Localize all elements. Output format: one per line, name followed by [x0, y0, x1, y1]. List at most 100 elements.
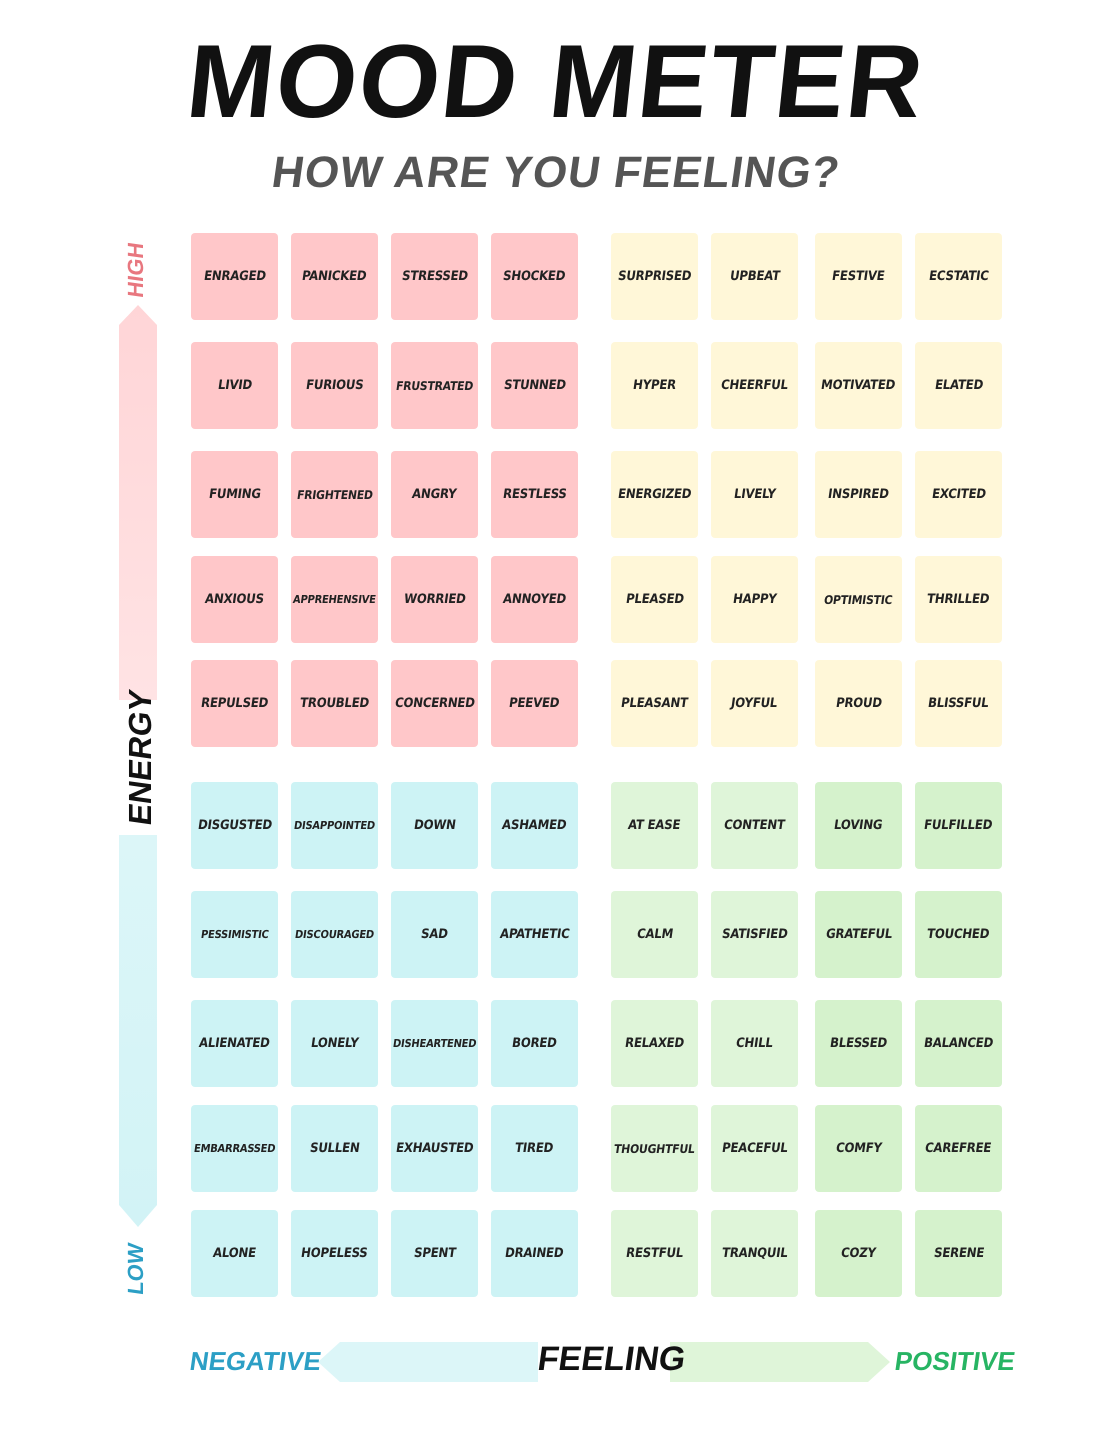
mood-word: THOUGHTFUL: [613, 1141, 696, 1156]
mood-word: ELATED: [933, 378, 984, 393]
page-subtitle: HOW ARE YOU FEELING?: [268, 148, 844, 197]
mood-cell: ALONE: [191, 1210, 278, 1297]
mood-cell: PROUD: [815, 660, 902, 747]
mood-word: FRIGHTENED: [295, 487, 374, 502]
mood-cell: FESTIVE: [815, 233, 902, 320]
mood-cell: ANGRY: [391, 451, 478, 538]
mood-cell: AT EASE: [611, 782, 698, 869]
mood-word: ENERGIZED: [616, 487, 693, 502]
mood-word: DISCOURAGED: [294, 928, 375, 941]
mood-cell: LONELY: [291, 1000, 378, 1087]
mood-cell: TROUBLED: [291, 660, 378, 747]
mood-cell: HAPPY: [711, 556, 798, 643]
page-title: MOOD METER: [181, 24, 931, 140]
mood-cell: RESTFUL: [611, 1210, 698, 1297]
mood-cell: TRANQUIL: [711, 1210, 798, 1297]
mood-word: AT EASE: [627, 818, 682, 833]
mood-word: CHEERFUL: [720, 378, 789, 393]
mood-cell: ENERGIZED: [611, 451, 698, 538]
mood-cell: COZY: [815, 1210, 902, 1297]
mood-cell: FRIGHTENED: [291, 451, 378, 538]
mood-word: HOPELESS: [300, 1246, 369, 1261]
mood-word: SULLEN: [308, 1141, 361, 1156]
mood-word: ASHAMED: [501, 818, 568, 833]
mood-word: CONTENT: [723, 818, 786, 833]
mood-cell: APATHETIC: [491, 891, 578, 978]
mood-word: EMBARRASSED: [192, 1142, 277, 1155]
mood-cell: PESSIMISTIC: [191, 891, 278, 978]
mood-word: BALANCED: [922, 1036, 995, 1051]
mood-word: DOWN: [412, 818, 457, 833]
mood-cell: ASHAMED: [491, 782, 578, 869]
mood-cell: BLISSFUL: [915, 660, 1002, 747]
mood-word: ALIENATED: [198, 1036, 271, 1051]
mood-cell: STRESSED: [391, 233, 478, 320]
energy-axis-label: ENERGY: [122, 687, 158, 828]
mood-cell: ALIENATED: [191, 1000, 278, 1087]
mood-cell: RESTLESS: [491, 451, 578, 538]
mood-cell: PLEASED: [611, 556, 698, 643]
mood-word: APPREHENSIVE: [292, 593, 377, 606]
mood-cell: MOTIVATED: [815, 342, 902, 429]
mood-word: GRATEFUL: [824, 927, 893, 942]
mood-word: EXHAUSTED: [394, 1141, 475, 1156]
mood-word: ALONE: [212, 1246, 257, 1261]
mood-word: CALM: [635, 927, 674, 942]
mood-cell: THOUGHTFUL: [611, 1105, 698, 1192]
mood-cell: COMFY: [815, 1105, 902, 1192]
feeling-positive-label: POSITIVE: [892, 1346, 1018, 1376]
energy-low-label: LOW: [123, 1241, 148, 1297]
mood-cell: DRAINED: [491, 1210, 578, 1297]
mood-cell: PEACEFUL: [711, 1105, 798, 1192]
mood-cell: GRATEFUL: [815, 891, 902, 978]
mood-cell: ECSTATIC: [915, 233, 1002, 320]
mood-word: MOTIVATED: [820, 378, 897, 393]
mood-cell: CONCERNED: [391, 660, 478, 747]
energy-axis-arrow: [119, 305, 157, 1227]
mood-word: COMFY: [834, 1141, 883, 1156]
mood-cell: INSPIRED: [815, 451, 902, 538]
mood-word: BORED: [511, 1036, 558, 1051]
mood-word: PLEASANT: [620, 696, 689, 711]
mood-cell: FRUSTRATED: [391, 342, 478, 429]
mood-cell: ANXIOUS: [191, 556, 278, 643]
mood-word: LIVELY: [732, 487, 777, 502]
mood-word: LONELY: [309, 1036, 360, 1051]
mood-cell: TIRED: [491, 1105, 578, 1192]
mood-cell: FUMING: [191, 451, 278, 538]
mood-word: HAPPY: [731, 592, 778, 607]
mood-word: SAD: [420, 927, 449, 942]
mood-word: PLEASED: [624, 592, 685, 607]
mood-word: PROUD: [834, 696, 883, 711]
mood-cell: CAREFREE: [915, 1105, 1002, 1192]
mood-word: BLISSFUL: [927, 696, 990, 711]
mood-word: DISGUSTED: [196, 818, 273, 833]
mood-word: HYPER: [632, 378, 677, 393]
mood-word: REPULSED: [199, 696, 270, 711]
mood-cell: SAD: [391, 891, 478, 978]
mood-word: LIVID: [216, 378, 253, 393]
mood-word: WORRIED: [402, 592, 467, 607]
mood-cell: HOPELESS: [291, 1210, 378, 1297]
mood-cell: FURIOUS: [291, 342, 378, 429]
mood-cell: SHOCKED: [491, 233, 578, 320]
mood-word: PANICKED: [301, 269, 368, 284]
mood-cell: ELATED: [915, 342, 1002, 429]
mood-word: OPTIMISTIC: [823, 592, 894, 607]
mood-word: EXCITED: [930, 487, 987, 502]
mood-cell: STUNNED: [491, 342, 578, 429]
mood-cell: ENRAGED: [191, 233, 278, 320]
feeling-axis-label: FEELING: [535, 1340, 689, 1378]
mood-word: ANNOYED: [501, 592, 567, 607]
mood-word: TRANQUIL: [720, 1246, 789, 1261]
mood-word: FUMING: [207, 487, 262, 502]
mood-cell: SULLEN: [291, 1105, 378, 1192]
mood-word: ECSTATIC: [927, 269, 990, 284]
mood-cell: JOYFUL: [711, 660, 798, 747]
mood-cell: TOUCHED: [915, 891, 1002, 978]
mood-word: STRESSED: [400, 269, 469, 284]
mood-word: DRAINED: [504, 1246, 565, 1261]
mood-word: TROUBLED: [298, 696, 371, 711]
mood-word: FESTIVE: [831, 269, 886, 284]
mood-cell: LIVELY: [711, 451, 798, 538]
